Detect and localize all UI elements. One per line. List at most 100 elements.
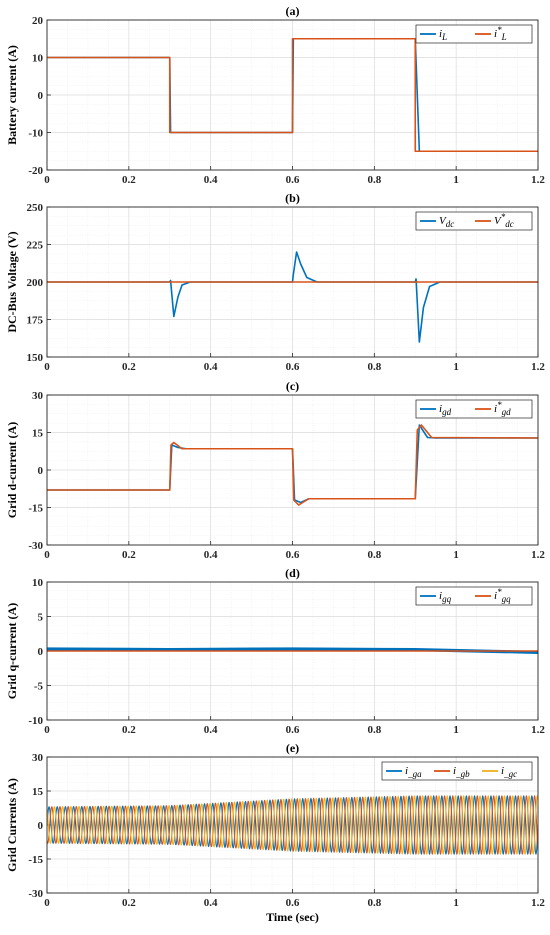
x-tick-label: 1.2 (531, 361, 545, 373)
legend-box (415, 399, 533, 419)
y-tick-label: 150 (27, 352, 44, 364)
y-tick-label: 10 (32, 577, 44, 589)
y-tick-label: 250 (27, 202, 44, 214)
x-tick-label: 0 (44, 549, 50, 561)
x-tick-label: 0 (44, 897, 50, 909)
y-axis-label: Grid q-current (A) (5, 603, 19, 699)
series-line-1 (47, 424, 538, 504)
y-tick-label: -15 (28, 503, 43, 515)
y-tick-label: 0 (38, 465, 44, 477)
y-axis-label: Battery current (A) (5, 45, 19, 145)
y-tick-label: -30 (28, 888, 43, 900)
y-tick-label: 0 (38, 820, 44, 832)
axes-box (46, 206, 539, 358)
x-tick-label: 0.8 (367, 724, 381, 736)
legend: Vdc V*dc (415, 211, 533, 231)
legend-box (415, 586, 533, 606)
chart-panel-c: (c) 0 0.2 0.4 0.6 0.8 1 1.2 30 15 0 -15 -30 Grid d-cu… (5, 379, 545, 561)
x-tick-label: 0.6 (286, 549, 300, 561)
series-line-1 (47, 795, 538, 855)
series-group (47, 424, 538, 506)
series-group (47, 251, 538, 343)
x-tick-label: 1.2 (531, 549, 545, 561)
y-tick-label: 225 (27, 240, 44, 252)
x-tick-label: 1 (453, 549, 459, 561)
y-axis-label: Grid Currents (A) (5, 778, 19, 872)
legend-label: i*gd (494, 400, 511, 417)
y-tick-label: 10 (32, 53, 44, 65)
panel-title: (c) (286, 379, 299, 393)
legend-label: i*gq (494, 587, 511, 604)
panel-title: (b) (285, 191, 300, 205)
y-tick-label: 15 (32, 786, 44, 798)
axes-box (46, 394, 539, 546)
axes-box (46, 19, 539, 171)
legend: igd i*gd (415, 399, 533, 419)
legend-label: Vdc (439, 215, 454, 229)
y-tick-label: -30 (28, 540, 43, 552)
legend-label: igd (439, 403, 452, 417)
x-tick-label: 0.2 (122, 361, 136, 373)
x-tick-label: 0.4 (204, 549, 218, 561)
series-line-1 (47, 251, 538, 343)
x-tick-label: 0.4 (204, 174, 218, 186)
y-axis-label: Grid d-current (A) (5, 422, 19, 518)
panel-title: (e) (286, 741, 299, 755)
y-tick-label: -20 (28, 165, 43, 177)
axes-box (46, 581, 539, 721)
x-tick-label: 1.2 (531, 724, 545, 736)
chart-panel-b: (b) 0 0.2 0.4 0.6 0.8 1 1.2 250 225 200 175 150 DC-Bu… (5, 191, 545, 373)
chart-panel-d: (d) 0 0.2 0.4 0.6 0.8 1 1.2 10 5 0 -5 -10 Grid q-curr… (5, 566, 545, 736)
y-tick-label: 30 (32, 752, 44, 764)
y-tick-label: -10 (28, 128, 43, 140)
x-tick-label: 1 (453, 361, 459, 373)
x-tick-label: 0 (44, 361, 50, 373)
x-tick-label: 0.2 (122, 897, 136, 909)
series-line-2 (47, 424, 538, 506)
x-tick-label: 1 (453, 724, 459, 736)
legend-box (415, 211, 533, 231)
y-tick-label: 20 (32, 15, 44, 27)
y-tick-label: 5 (38, 612, 44, 624)
legend-label: V*dc (494, 212, 514, 229)
chart-panel-a: (a) 0 0.2 0.4 0.6 0.8 1 1.2 20 10 0 -10 -20 Battery c… (5, 4, 545, 186)
x-tick-label: 1.2 (531, 174, 545, 186)
legend-box (381, 761, 533, 781)
x-tick-label: 0.8 (367, 897, 381, 909)
y-axis-label: DC-Bus Voltage (V) (5, 231, 19, 332)
legend: i_ga i_gb i_gc (381, 761, 533, 781)
legend: igq i*gq (415, 586, 533, 606)
x-tick-label: 0.4 (204, 897, 218, 909)
y-tick-label: 175 (27, 315, 44, 327)
y-tick-label: 200 (27, 277, 44, 289)
axes-box (46, 756, 539, 894)
x-tick-label: 0.4 (204, 724, 218, 736)
x-tick-label: 0.2 (122, 174, 136, 186)
x-tick-label: 0.8 (367, 174, 381, 186)
x-tick-label: 1 (453, 897, 459, 909)
y-tick-label: 30 (32, 390, 44, 402)
series-line-3 (47, 795, 538, 855)
series-line-2 (47, 37, 538, 153)
y-tick-label: 0 (38, 90, 44, 102)
legend-label: iL (439, 28, 447, 42)
x-axis-label: Time (sec) (266, 910, 319, 924)
x-tick-label: 0.6 (286, 724, 300, 736)
x-tick-label: 0.8 (367, 549, 381, 561)
x-tick-label: 0.2 (122, 724, 136, 736)
y-tick-label: 15 (32, 428, 44, 440)
legend-label: i*L (494, 25, 507, 42)
y-tick-label: -5 (34, 681, 44, 693)
y-tick-label: -10 (28, 715, 43, 727)
x-tick-label: 0 (44, 724, 50, 736)
y-tick-label: 0 (38, 646, 44, 658)
x-tick-label: 0.8 (367, 361, 381, 373)
series-group (47, 37, 538, 153)
legend-label: i_gc (501, 765, 517, 779)
x-tick-label: 0.6 (286, 897, 300, 909)
chart-panel-e: (e) 0 0.2 0.4 0.6 0.8 1 1.2 30 15 0 -15 -30 Grid Curr… (5, 741, 545, 924)
x-tick-label: 1 (453, 174, 459, 186)
panel-title: (a) (286, 4, 300, 18)
legend-label: igq (439, 590, 452, 604)
